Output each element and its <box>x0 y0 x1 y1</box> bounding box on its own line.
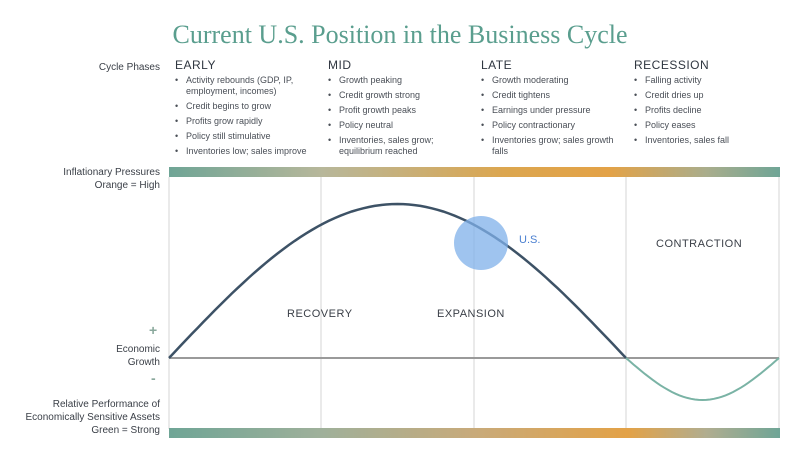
phase-name: EARLY <box>175 58 216 72</box>
phase-bullet: Inventories, sales fall <box>634 135 784 146</box>
page-title: Current U.S. Position in the Business Cy… <box>172 20 628 49</box>
growth-curve <box>168 202 627 359</box>
phase-bullet: Policy neutral <box>328 120 478 131</box>
plus-sign: + <box>149 322 158 338</box>
phase-bullet: Policy eases <box>634 120 784 131</box>
phase-early: EARLY Activity rebounds (GDP, IP, employ… <box>175 58 325 161</box>
recovery-label: RECOVERY <box>287 308 353 320</box>
phase-bullet: Credit dries up <box>634 90 784 101</box>
phase-bullet: Policy still stimulative <box>175 131 325 142</box>
inflation-gradient-band <box>169 167 780 177</box>
us-label: U.S. <box>519 234 541 246</box>
phase-bullet: Credit begins to grow <box>175 101 325 112</box>
phase-bullet: Profits grow rapidly <box>175 116 325 127</box>
phase-bullet: Credit growth strong <box>328 90 478 101</box>
phase-bullet: Profits decline <box>634 105 784 116</box>
phase-bullet: Falling activity <box>634 75 784 86</box>
phase-bullet: Inventories low; sales improve <box>175 146 325 157</box>
phase-bullet: Inventories grow; sales growth falls <box>481 135 631 157</box>
phase-bullet: Profit growth peaks <box>328 105 478 116</box>
economic-growth-label: Economic Growth <box>116 344 160 368</box>
contraction-curve <box>625 357 780 402</box>
cycle-phases-label: Cycle Phases <box>98 62 160 73</box>
phase-late: LATE Growth moderating Credit tightens E… <box>481 58 631 161</box>
inflationary-pressures-label: Inflationary Pressures Orange = High <box>63 167 160 191</box>
phase-mid: MID Growth peaking Credit growth strong … <box>328 58 478 161</box>
phase-recession: RECESSION Falling activity Credit dries … <box>634 58 784 150</box>
phase-bullet: Growth moderating <box>481 75 631 86</box>
phase-bullet: Earnings under pressure <box>481 105 631 116</box>
phase-name: MID <box>328 58 352 72</box>
phase-bullet: Inventories, sales grow; equilibrium rea… <box>328 135 478 157</box>
phase-name: RECESSION <box>634 58 710 72</box>
phase-name: LATE <box>481 58 513 72</box>
phase-bullet: Credit tightens <box>481 90 631 101</box>
performance-gradient-band <box>169 428 780 438</box>
us-position-marker <box>454 216 508 270</box>
minus-sign: - <box>151 370 156 386</box>
relative-performance-label: Relative Performance of Economically Sen… <box>25 399 160 436</box>
phase-bullet: Growth peaking <box>328 75 478 86</box>
phase-bullet: Policy contractionary <box>481 120 631 131</box>
expansion-label: EXPANSION <box>437 308 505 320</box>
phase-bullet: Activity rebounds (GDP, IP, employment, … <box>175 75 325 97</box>
contraction-label: CONTRACTION <box>656 238 743 250</box>
